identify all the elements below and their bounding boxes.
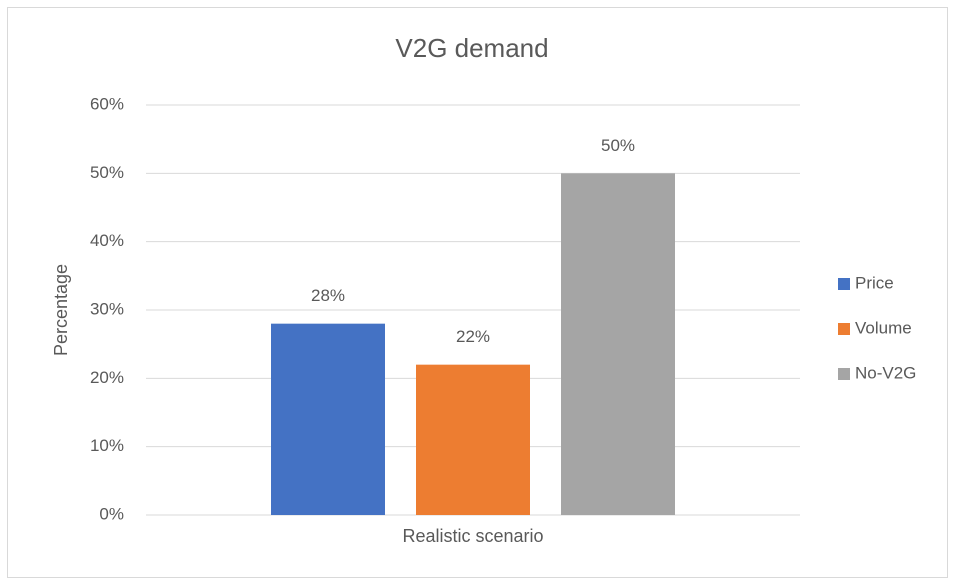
data-label: 28% bbox=[311, 286, 345, 305]
y-tick-label: 50% bbox=[90, 163, 124, 182]
bar bbox=[416, 364, 530, 515]
chart-title: V2G demand bbox=[395, 33, 548, 63]
x-tick-label: Realistic scenario bbox=[402, 526, 543, 546]
legend-label: Price bbox=[855, 273, 894, 292]
legend-swatch bbox=[838, 323, 850, 335]
legend-label: No-V2G bbox=[855, 363, 916, 382]
y-tick-label: 0% bbox=[99, 504, 124, 523]
y-tick-label: 60% bbox=[90, 94, 124, 113]
legend-label: Volume bbox=[855, 318, 912, 337]
y-tick-label: 40% bbox=[90, 231, 124, 250]
y-tick-label: 30% bbox=[90, 299, 124, 318]
bar bbox=[271, 323, 385, 515]
y-axis-label: Percentage bbox=[51, 264, 71, 356]
legend-swatch bbox=[838, 278, 850, 290]
data-label: 50% bbox=[601, 136, 635, 155]
y-tick-label: 10% bbox=[90, 436, 124, 455]
y-tick-label: 20% bbox=[90, 368, 124, 387]
data-label: 22% bbox=[456, 327, 490, 346]
legend-swatch bbox=[838, 368, 850, 380]
bar bbox=[561, 173, 675, 516]
